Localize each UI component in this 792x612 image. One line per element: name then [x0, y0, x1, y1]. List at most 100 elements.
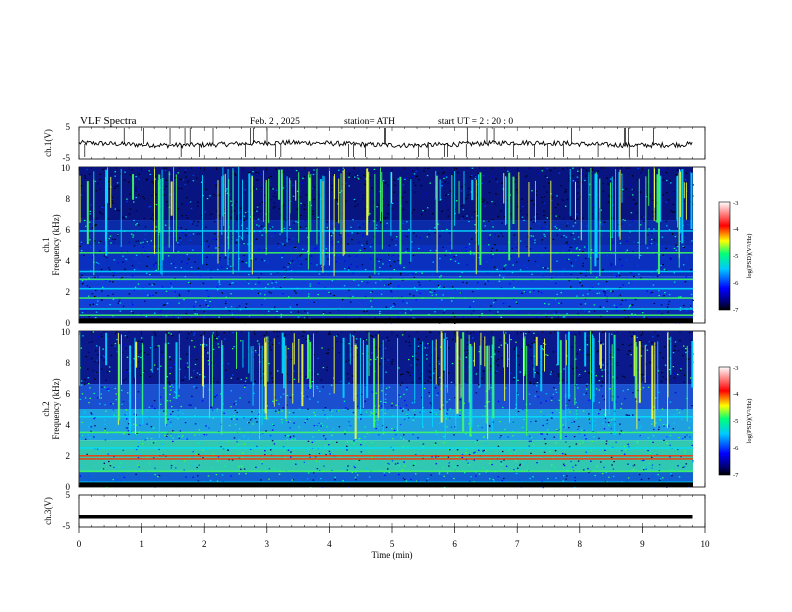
spectrogram-speckle	[150, 369, 152, 371]
spectrogram-speckle	[338, 255, 340, 257]
spectrogram-speckle	[392, 359, 394, 361]
spectrogram-sferic	[175, 174, 177, 242]
spectrogram-speckle	[351, 239, 353, 241]
spectrogram-speckle	[573, 290, 576, 293]
spectrogram-speckle	[101, 386, 103, 388]
spectrogram-speckle	[631, 335, 633, 338]
spectrogram-speckle	[312, 213, 314, 215]
spectrogram-speckle	[174, 237, 176, 239]
spectrogram-speckle	[389, 265, 392, 267]
spectrogram-speckle	[242, 261, 244, 263]
spectrogram-speckle	[271, 226, 274, 228]
spectrogram-speckle	[309, 283, 312, 285]
spectrogram-speckle	[527, 236, 530, 238]
spectrogram-speckle	[672, 203, 675, 206]
spectrogram-speckle	[104, 253, 106, 255]
spectrogram-speckle	[197, 480, 200, 482]
spectrogram-speckle	[224, 465, 226, 467]
spectrogram-speckle	[128, 293, 131, 295]
spectrogram-speckle	[93, 392, 95, 395]
spectrogram-speckle	[660, 441, 662, 443]
spectrogram-speckle	[186, 438, 188, 440]
spectrogram-speckle	[582, 410, 585, 412]
spectrogram-speckle	[142, 246, 145, 248]
spectrogram-speckle	[202, 449, 205, 451]
spectrogram-speckle	[220, 446, 222, 448]
spectrogram-speckle	[382, 245, 384, 247]
spectrogram-speckle	[391, 202, 394, 205]
spectrogram-speckle	[481, 427, 483, 429]
spectrogram-speckle	[647, 478, 650, 480]
spectrogram-speckle	[197, 221, 199, 223]
spectrogram-speckle	[584, 407, 587, 410]
spectrogram-speckle	[671, 233, 674, 235]
spectrogram-speckle	[544, 443, 547, 445]
spectrogram-speckle	[496, 364, 499, 366]
spectrogram-speckle	[143, 300, 146, 302]
spectrogram-speckle	[150, 218, 153, 220]
spectrogram-speckle	[419, 411, 421, 414]
spectrogram-speckle	[336, 199, 338, 201]
spectrogram-speckle	[228, 283, 231, 286]
spectrogram-speckle	[213, 400, 216, 402]
spectrogram-speckle	[154, 254, 156, 256]
spectrogram-speckle	[636, 265, 639, 267]
ch2-spectrogram-heatmap	[79, 331, 694, 489]
spectrogram-speckle	[573, 435, 576, 438]
spectrogram-speckle	[444, 181, 446, 183]
spectrogram-speckle	[184, 376, 186, 378]
spectrogram-sferic	[368, 171, 370, 216]
spectrogram-speckle	[501, 182, 503, 184]
spectrogram-speckle	[207, 475, 210, 477]
spectrogram-speckle	[584, 179, 586, 182]
spectrogram-speckle	[474, 178, 477, 180]
spectrogram-speckle	[570, 273, 572, 275]
spectrogram-speckle	[356, 204, 359, 206]
spectrogram-speckle	[89, 302, 91, 304]
spectrogram-speckle	[155, 346, 157, 348]
spectrogram-speckle	[634, 298, 637, 300]
spectrogram-sferic	[680, 171, 682, 218]
spectrogram-speckle	[230, 293, 232, 295]
spectrogram-speckle	[602, 269, 604, 271]
spectrogram-speckle	[138, 194, 140, 196]
spectrogram-speckle	[272, 195, 275, 197]
spectrogram-speckle	[361, 280, 363, 283]
spectrogram-speckle	[84, 379, 86, 381]
spectrogram-speckle	[272, 380, 274, 383]
spectrogram-speckle	[140, 374, 142, 376]
spectrogram-speckle	[374, 419, 377, 422]
spectrogram-speckle	[218, 194, 221, 196]
spectrogram-speckle	[507, 436, 510, 438]
spectrogram-speckle	[304, 376, 307, 378]
spectrogram-speckle	[350, 333, 352, 335]
spectrogram-speckle	[93, 417, 95, 420]
spectrogram-speckle	[331, 241, 334, 243]
spectrogram-speckle	[163, 410, 165, 412]
spectrogram-speckle	[166, 400, 169, 402]
spectrogram-speckle	[436, 411, 439, 413]
spectrogram-speckle	[257, 188, 259, 190]
spectrogram-speckle	[282, 243, 284, 245]
spectrogram-speckle	[558, 302, 560, 304]
spectrogram-speckle	[107, 390, 110, 392]
spectrogram-speckle	[577, 192, 579, 194]
spectrogram-speckle	[137, 240, 140, 242]
spectrogram-speckle	[409, 293, 411, 295]
spectrogram-speckle	[254, 380, 256, 383]
spectrogram-speckle	[114, 317, 117, 319]
spectrogram-speckle	[489, 365, 492, 367]
spectrogram-speckle	[112, 293, 114, 295]
spectrogram-speckle	[556, 234, 559, 236]
spectrogram-speckle	[413, 462, 416, 464]
spectrogram-speckle	[384, 284, 386, 286]
spectrogram-speckle	[199, 441, 202, 443]
spectrogram-speckle	[284, 176, 286, 178]
spectrogram-speckle	[576, 351, 579, 353]
spectrogram-speckle	[626, 240, 629, 242]
spectrogram-speckle	[489, 380, 491, 382]
spectrogram-speckle	[622, 190, 625, 193]
spectrogram-speckle	[187, 258, 190, 260]
spectrogram-speckle	[126, 369, 128, 371]
spectrogram-speckle	[322, 366, 325, 369]
